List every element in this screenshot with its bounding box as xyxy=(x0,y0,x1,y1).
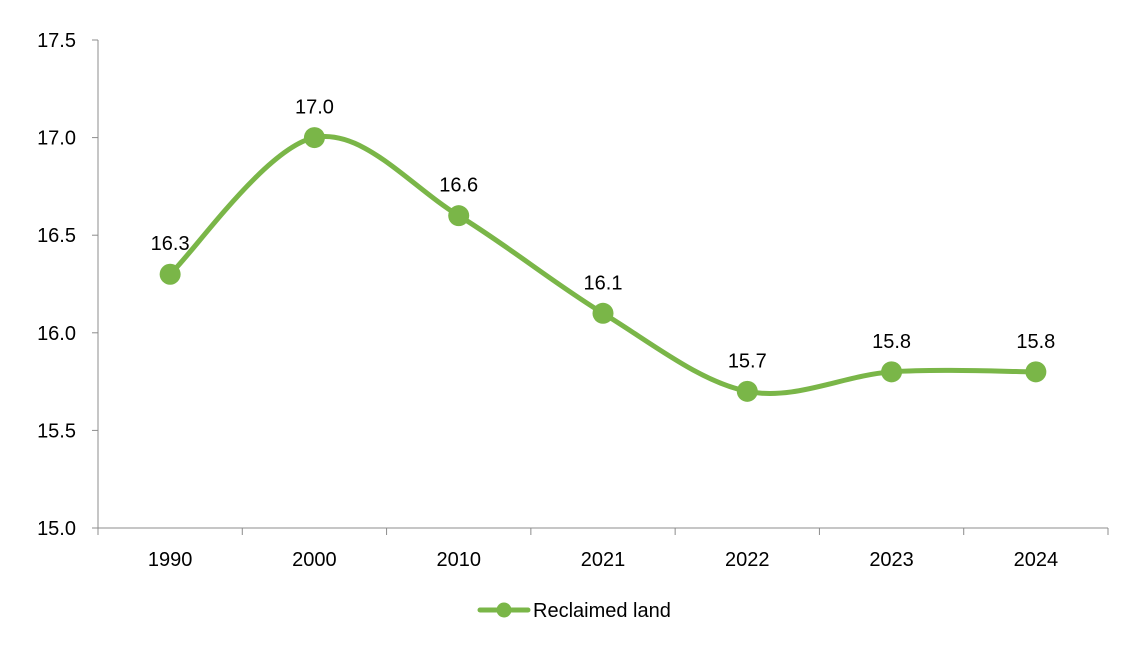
y-tick-label: 16.5 xyxy=(37,225,76,247)
y-tick-label: 15.0 xyxy=(37,518,76,540)
data-label: 15.8 xyxy=(1016,331,1055,353)
data-label: 15.8 xyxy=(872,331,911,353)
series-layer: 16.3 17.0 16.6 16.1 15.7 15.8 15.8 xyxy=(151,97,1055,402)
data-label: 17.0 xyxy=(295,97,334,119)
x-tick-label: 2022 xyxy=(725,549,770,571)
data-label: 16.1 xyxy=(584,272,623,294)
y-tick-label: 16.0 xyxy=(37,323,76,345)
data-point xyxy=(448,205,470,227)
x-axis: 1990 2000 2010 2021 2022 2023 2024 xyxy=(97,527,1109,571)
data-label: 16.6 xyxy=(439,175,478,197)
legend: Reclaimed land xyxy=(477,600,671,622)
data-point xyxy=(1025,361,1047,383)
series-line xyxy=(167,134,1039,397)
data-point xyxy=(303,127,325,149)
y-axis: 15.0 15.5 16.0 16.5 17.0 17.5 xyxy=(37,30,99,540)
x-tick-label: 1990 xyxy=(148,549,193,571)
x-tick-label: 2010 xyxy=(436,549,481,571)
data-label: 16.3 xyxy=(151,233,190,255)
legend-label: Reclaimed land xyxy=(533,600,671,622)
data-point xyxy=(159,263,181,285)
x-tick-label: 2023 xyxy=(869,549,914,571)
legend-marker xyxy=(496,602,512,618)
data-point xyxy=(592,302,614,324)
y-tick-label: 17.0 xyxy=(37,128,76,150)
data-label: 15.7 xyxy=(728,350,767,372)
x-tick-label: 2021 xyxy=(581,549,626,571)
y-tick-label: 17.5 xyxy=(37,30,76,52)
data-point xyxy=(736,380,758,402)
data-point xyxy=(881,361,903,383)
x-tick-label: 2024 xyxy=(1014,549,1059,571)
x-tick-label: 2000 xyxy=(292,549,337,571)
y-tick-label: 15.5 xyxy=(37,420,76,442)
